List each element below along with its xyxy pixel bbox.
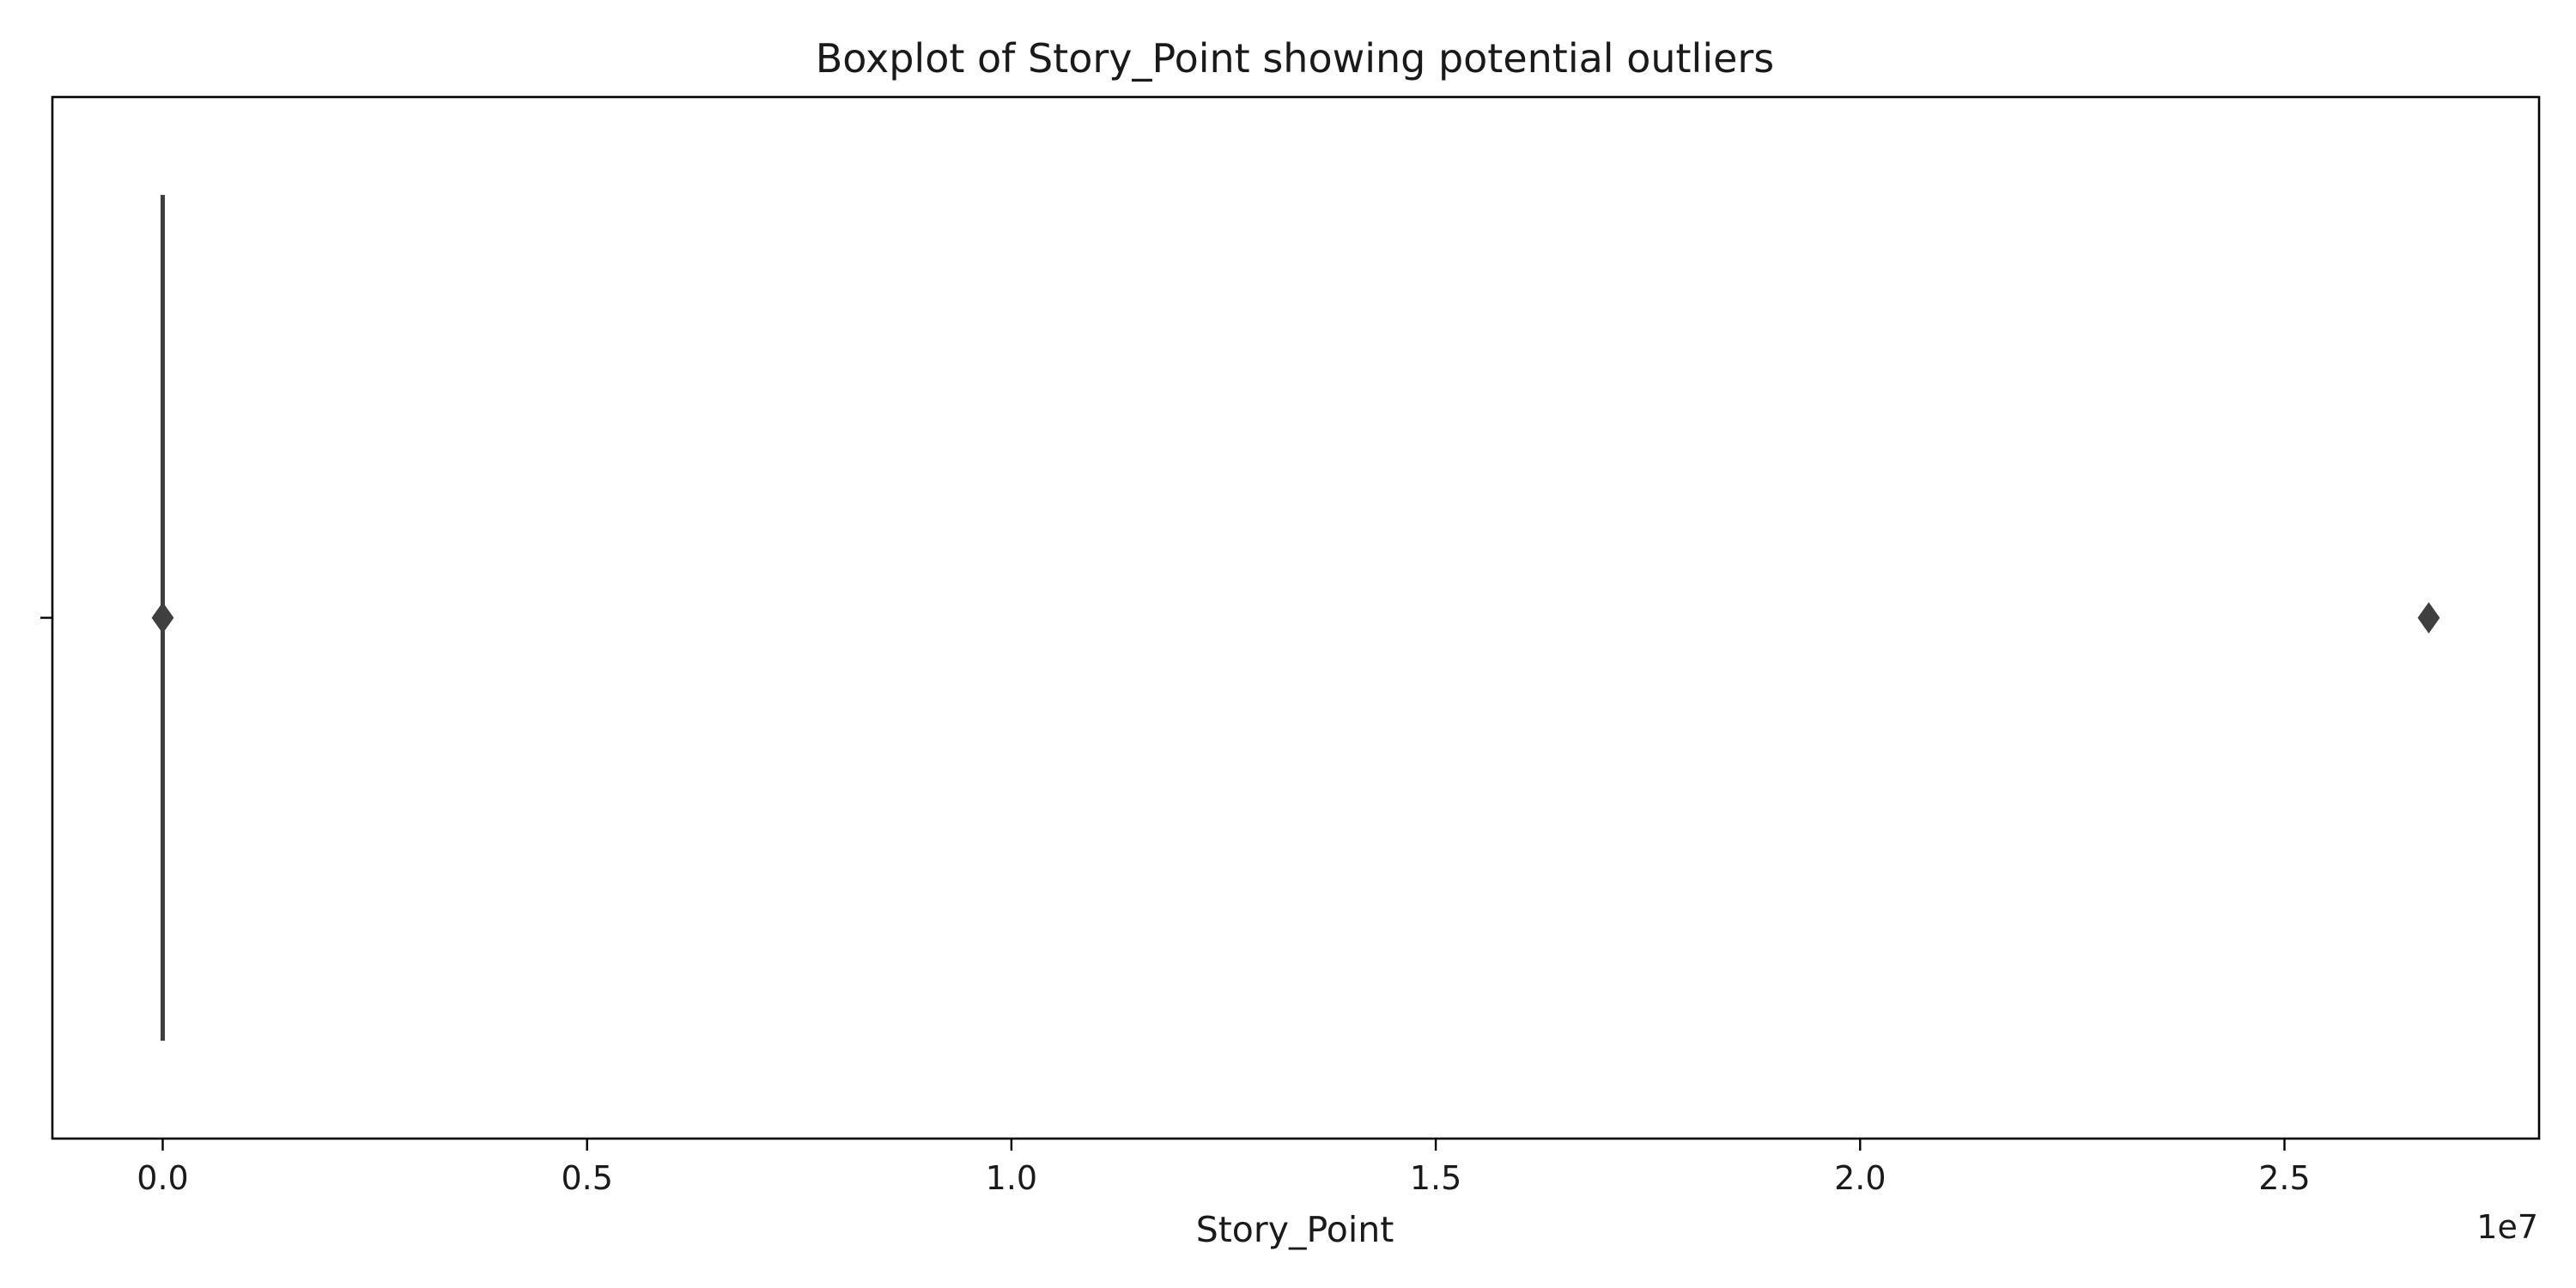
x-tick-label: 1.5 bbox=[1410, 1159, 1461, 1197]
plot-area-frame bbox=[51, 95, 2541, 1140]
plot-marks bbox=[151, 195, 2440, 1041]
x-tick-label: 0.0 bbox=[137, 1159, 188, 1197]
x-tick-label: 2.0 bbox=[1834, 1159, 1886, 1197]
chart-title: Boxplot of Story_Point showing potential… bbox=[816, 35, 1775, 82]
x-axis-offset-label: 1e7 bbox=[2476, 1208, 2538, 1246]
outlier-point bbox=[2417, 602, 2440, 634]
outlier-point bbox=[151, 602, 174, 634]
x-tick-label: 1.0 bbox=[986, 1159, 1037, 1197]
x-tick-label: 2.5 bbox=[2258, 1159, 2310, 1197]
x-axis-label: Story_Point bbox=[1196, 1209, 1394, 1250]
x-axis: 0.0 0.5 1.0 1.5 2.0 2.5 bbox=[137, 1139, 2311, 1197]
x-tick-label: 0.5 bbox=[561, 1159, 612, 1197]
